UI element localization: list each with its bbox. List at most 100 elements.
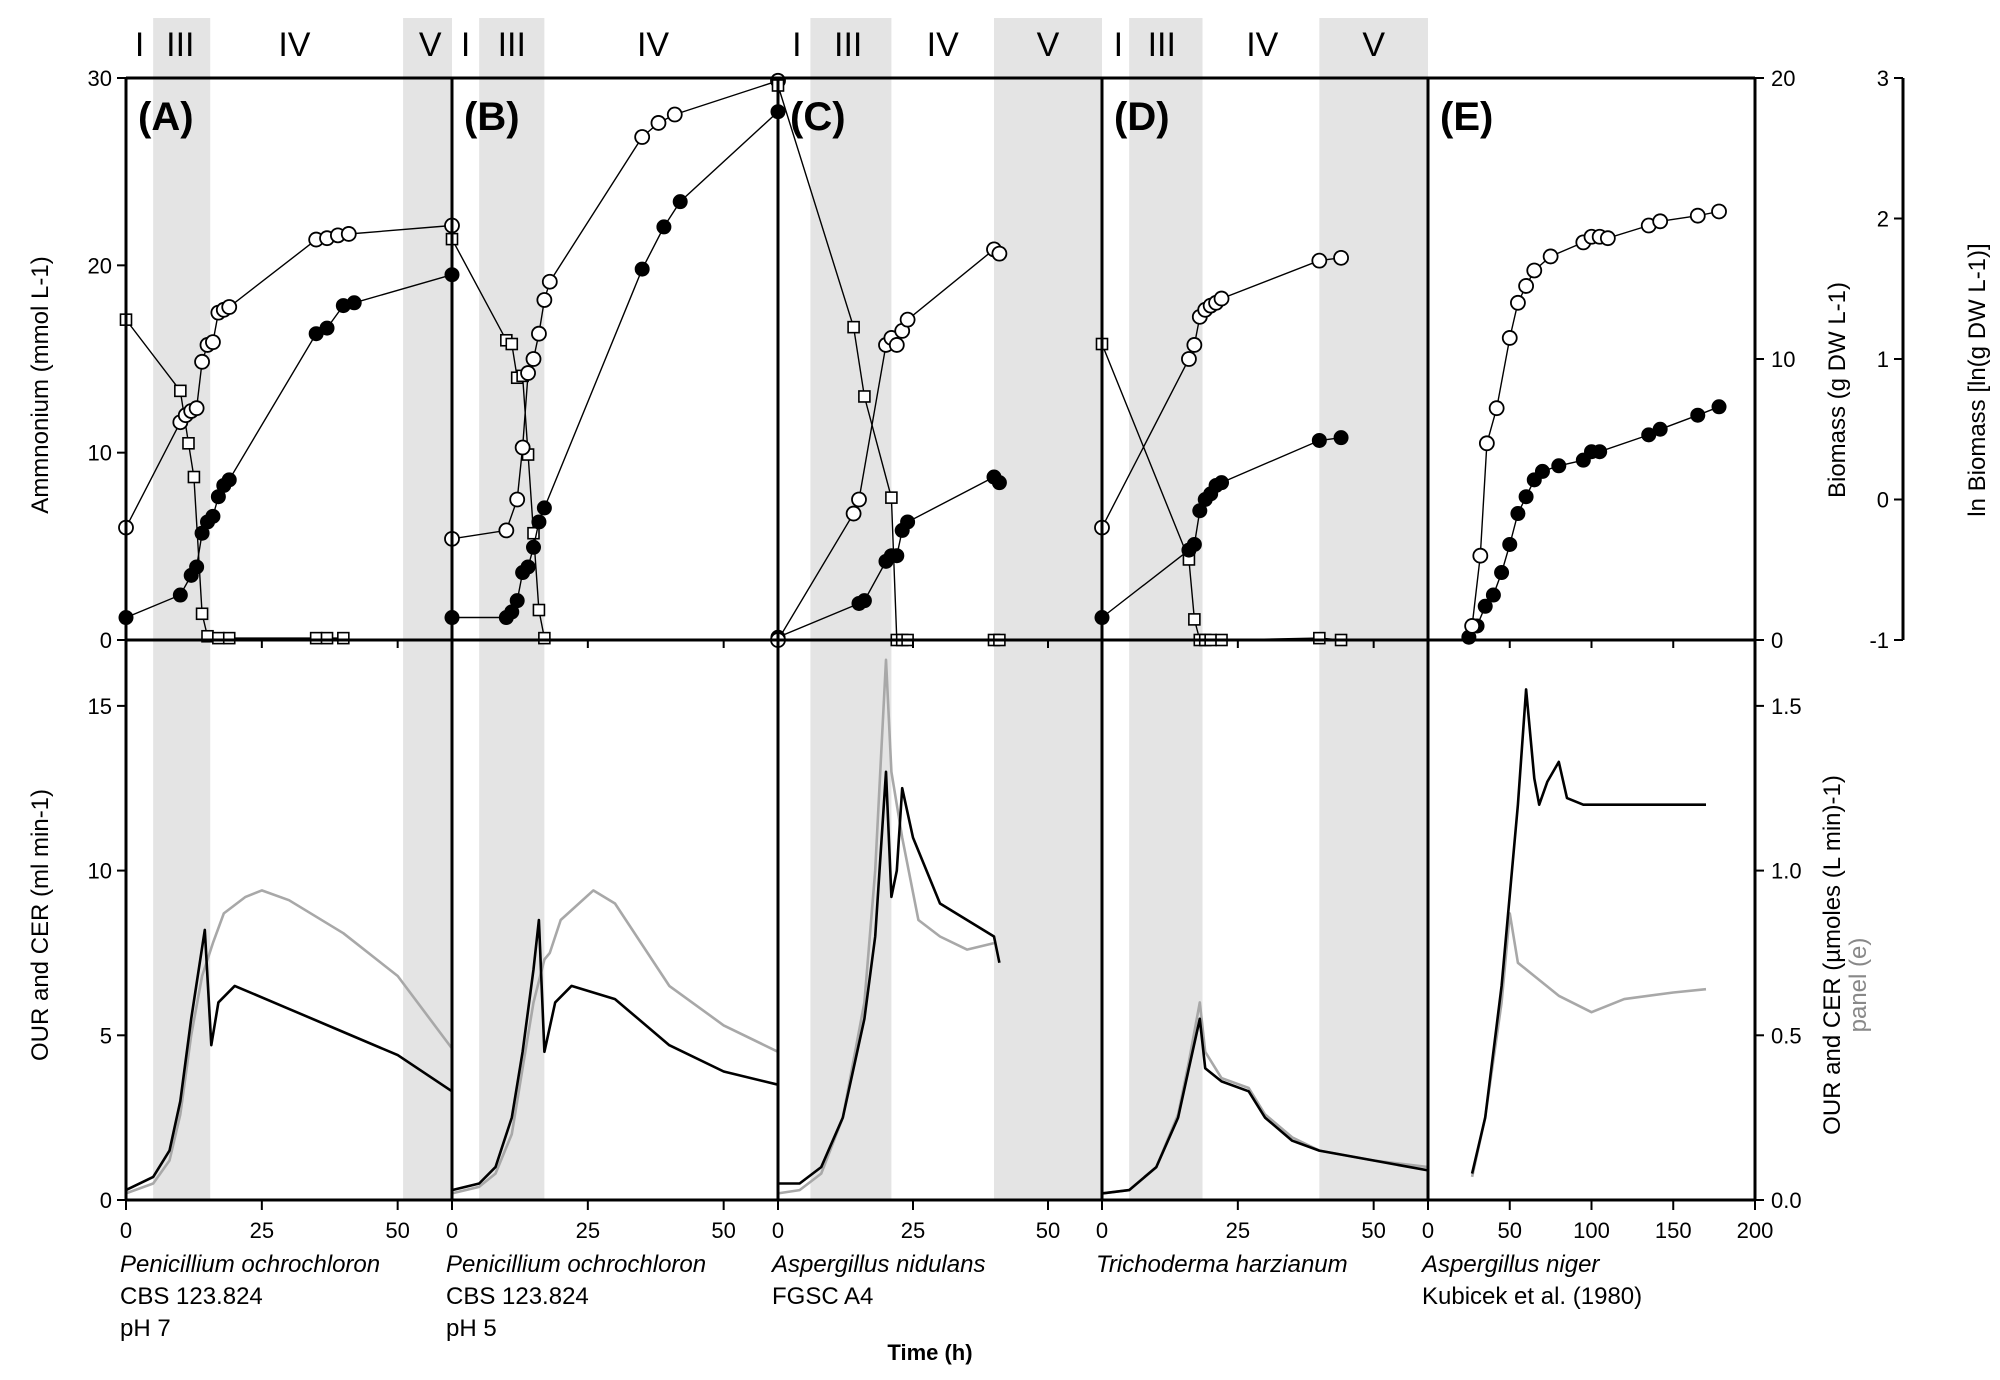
y-tick-label-our: 10	[88, 859, 112, 884]
biomass-point	[656, 219, 672, 235]
phase-label: I	[135, 26, 144, 64]
biomass-point	[672, 194, 688, 210]
x-tick-label: 0	[1096, 1218, 1108, 1243]
y-tick-label-our: 15	[88, 694, 112, 719]
x-tick-label: 0	[772, 1218, 784, 1243]
ln-biomass-point	[1478, 435, 1495, 452]
biomass-point	[889, 548, 905, 564]
ln-biomass-point	[1711, 203, 1727, 220]
ammonium-point	[212, 631, 225, 645]
phase-band	[994, 18, 1102, 1200]
x-tick-label: 25	[1226, 1218, 1250, 1243]
ammonium-point	[174, 384, 187, 398]
phase-label: III	[834, 26, 862, 64]
ammonium-point	[309, 631, 323, 645]
ln-biomass-point	[1652, 213, 1669, 230]
x-tick-label: 0	[446, 1218, 458, 1243]
biomass-point	[172, 587, 188, 603]
strain-label: Kubicek et al. (1980)	[1422, 1283, 1642, 1310]
ln-biomass-point	[634, 129, 651, 145]
ln-biomass-point	[340, 226, 357, 242]
biomass-point	[1214, 475, 1230, 491]
x-tick-label: 25	[901, 1218, 925, 1243]
biomass-point	[1477, 598, 1493, 614]
x-tick-label: 50	[385, 1218, 409, 1243]
ammonium-point	[222, 631, 236, 645]
biomass-point	[1652, 421, 1668, 437]
ln-biomass-point	[1181, 351, 1197, 367]
phase-band	[1319, 18, 1428, 1200]
biomass-point	[1186, 536, 1202, 552]
biomass-line	[1468, 406, 1720, 638]
biomass-point	[221, 472, 237, 488]
phase-label: V	[1037, 26, 1060, 64]
x-tick-label: 50	[1498, 1218, 1522, 1243]
y-tick-label-ammonium: 30	[88, 66, 112, 91]
biomass-point	[1510, 506, 1526, 522]
phase-label: IV	[637, 26, 669, 64]
ln-biomass-point	[205, 334, 221, 351]
our-line	[1101, 1017, 1429, 1195]
biomass-point	[1690, 407, 1706, 423]
biomass-point	[1311, 432, 1327, 448]
ammonium-point	[885, 491, 898, 504]
ln-biomass-point	[514, 439, 531, 456]
species-label: Penicillium ochrochloron	[446, 1251, 706, 1278]
y-tick-label-ln-biomass: 0	[1877, 488, 1889, 513]
y-tick-label-our-e: 1.5	[1771, 694, 1802, 719]
phase-band	[810, 18, 892, 1200]
right-bottom-axis-sublabel: panel (e)	[1845, 938, 1872, 1033]
ln-biomass-point	[1518, 278, 1534, 294]
phase-label: I	[461, 26, 470, 64]
ln-biomass-point	[188, 400, 205, 417]
ln-biomass-point	[1186, 337, 1203, 353]
y-tick-label-our: 5	[100, 1023, 112, 1048]
y-tick-label-ln-biomass: 1	[1877, 347, 1889, 372]
y-tick-label-biomass: 10	[1771, 347, 1795, 372]
ammonium-point	[337, 631, 350, 645]
y-tick-label-our: 0	[100, 1188, 112, 1213]
our-line	[778, 770, 1001, 1185]
biomass-point	[189, 559, 205, 575]
biomass-point	[991, 475, 1007, 491]
biomass-point	[509, 593, 525, 609]
biomass-point	[1711, 399, 1727, 415]
ln-biomass-point	[1488, 400, 1505, 417]
y-tick-label-biomass: 0	[1771, 628, 1783, 653]
phase-bands	[153, 18, 1428, 1200]
ln-biomass-point	[666, 106, 683, 123]
y-tick-label-our-e: 1.0	[1771, 859, 1802, 884]
x-tick-label: 100	[1573, 1218, 1610, 1243]
ammonium-point	[195, 607, 209, 621]
biomass-point	[1333, 430, 1349, 446]
x-tick-label: 0	[120, 1218, 132, 1243]
phase-label: III	[1148, 26, 1176, 64]
phase-label: IV	[1246, 26, 1278, 64]
ln-biomass-point	[888, 337, 905, 353]
ln-biomass-point	[1213, 290, 1230, 307]
our-line	[125, 928, 453, 1192]
ln-biomass-line	[1471, 210, 1720, 627]
data-series	[118, 72, 1727, 1195]
biomass-point	[900, 514, 916, 530]
ln-biomass-point	[541, 273, 558, 290]
biomass-point	[536, 500, 552, 516]
phase-label: IV	[927, 26, 959, 64]
phase-label: III	[498, 26, 526, 64]
ln-biomass-point	[525, 351, 542, 367]
ln-biomass-point	[1689, 207, 1706, 224]
ln-biomass-point	[1472, 547, 1489, 564]
phase-label: V	[1362, 26, 1385, 64]
biomass-point	[205, 508, 221, 524]
y-tick-label-biomass: 20	[1771, 66, 1795, 91]
ln-biomass-point	[650, 115, 667, 131]
strain-label: CBS 123.824	[120, 1283, 263, 1310]
our-line	[451, 918, 779, 1192]
ammonium-point	[538, 631, 551, 645]
species-label: Aspergillus nidulans	[770, 1251, 985, 1278]
condition-label: pH 5	[446, 1315, 497, 1342]
y-tick-label-ln-biomass: -1	[1869, 628, 1889, 653]
phase-label: I	[1114, 26, 1123, 64]
biomass-point	[1494, 565, 1510, 581]
